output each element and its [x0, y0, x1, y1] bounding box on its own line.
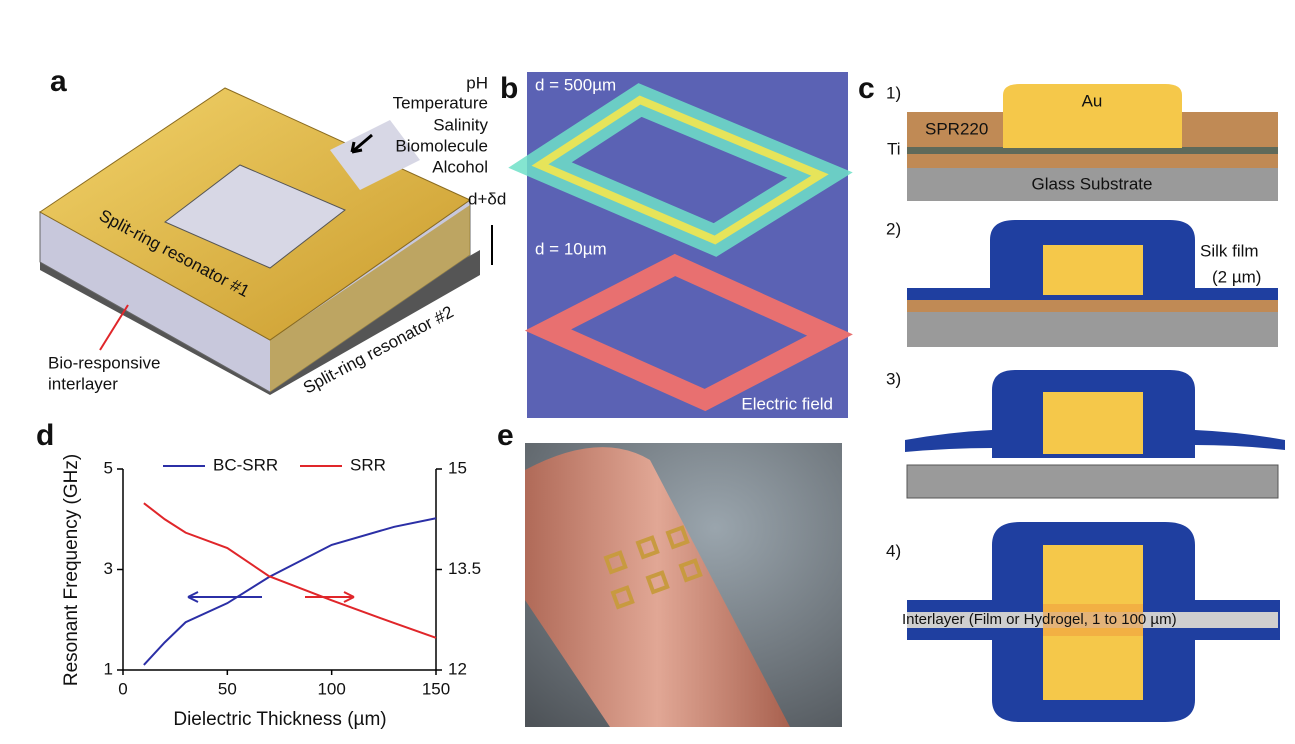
panel-label: d [36, 419, 54, 452]
layer-label: Interlayer (Film or Hydrogel, 1 to 100 µ… [902, 611, 1177, 628]
au [1003, 84, 1182, 148]
panel-label: a [50, 65, 67, 98]
panel-c: c 1) Au SPR220 Ti Glass Substrate 2) Sil… [858, 72, 1285, 722]
field-ring-core [531, 95, 829, 245]
stimulus: Biomolecule [395, 136, 488, 155]
glass [907, 168, 1278, 201]
series-line [143, 517, 437, 666]
legend-label: SRR [350, 455, 386, 474]
y2-tick-label: 15 [448, 458, 467, 477]
panel-b: d = 500µm d = 10µm Electric field b [500, 72, 853, 418]
panel-label: c [858, 72, 875, 105]
y2-tick-label: 13.5 [448, 559, 481, 578]
sensors [603, 525, 703, 610]
y-tick-label: 5 [104, 458, 113, 477]
resist [907, 298, 1278, 312]
panel-label: b [500, 72, 518, 105]
stimulus: Salinity [433, 115, 488, 134]
layer-label: SPR220 [925, 119, 988, 138]
panel-label: e [497, 419, 514, 452]
step: 4) [886, 541, 901, 560]
axis-arrow [187, 591, 262, 603]
stimulus: Temperature [393, 93, 488, 112]
x-tick-label: 150 [422, 679, 450, 698]
glass [906, 464, 1279, 499]
panel-e: e [497, 419, 842, 727]
glass [907, 312, 1278, 347]
interlayer-label: Bio-responsive [48, 353, 160, 372]
x-tick-label: 100 [317, 679, 345, 698]
ti [907, 147, 1278, 154]
panel-text: d = 10µm [535, 239, 607, 258]
panel-a: a pH Temperature Salinity Biomolecule Al… [39, 65, 506, 397]
interlayer [1043, 604, 1143, 636]
field-ring [524, 253, 853, 412]
layer-label: (2 µm) [1212, 267, 1261, 286]
au [1043, 245, 1143, 295]
ring-hole [164, 164, 346, 269]
y-tick-label: 1 [104, 659, 113, 678]
x-tick-label: 50 [218, 679, 237, 698]
au [1043, 392, 1143, 454]
stimulus-arrow [350, 133, 373, 154]
stimulus: pH [466, 73, 488, 92]
layer-label: Glass Substrate [1032, 174, 1153, 193]
axis-arrow [305, 591, 355, 603]
layer-label: Silk film [1200, 241, 1259, 260]
x-tick-label: 0 [118, 679, 127, 698]
stimulus: Alcohol [432, 157, 488, 176]
layer-label: Ti [887, 139, 901, 158]
y-tick-label: 3 [104, 559, 113, 578]
panel-d: d Dielectric Thickness (µm) Resonant Fre… [36, 419, 481, 730]
step: 2) [886, 219, 901, 238]
gap-label: d+δd [468, 189, 506, 208]
interlayer-arrow [99, 304, 129, 351]
ring-gap [330, 120, 420, 190]
series-line [143, 502, 437, 639]
panel-text: d = 500µm [535, 75, 616, 94]
bottom-side [270, 205, 470, 392]
layer-label: Au [1082, 91, 1103, 110]
y2-tick-label: 12 [448, 659, 467, 678]
interlayer-label: interlayer [48, 374, 118, 393]
step: 3) [886, 369, 901, 388]
y-axis-title: Resonant Frequency (GHz) [61, 454, 82, 686]
step: 1) [886, 83, 901, 102]
panel-text: Electric field [741, 394, 833, 413]
legend-label: BC-SRR [213, 455, 278, 474]
finger [525, 447, 790, 727]
x-axis-title: Dielectric Thickness (µm) [173, 709, 386, 730]
